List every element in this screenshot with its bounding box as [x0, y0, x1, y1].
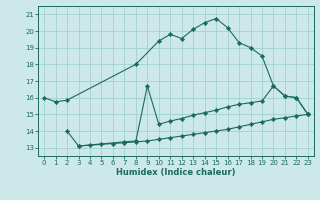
- X-axis label: Humidex (Indice chaleur): Humidex (Indice chaleur): [116, 168, 236, 177]
